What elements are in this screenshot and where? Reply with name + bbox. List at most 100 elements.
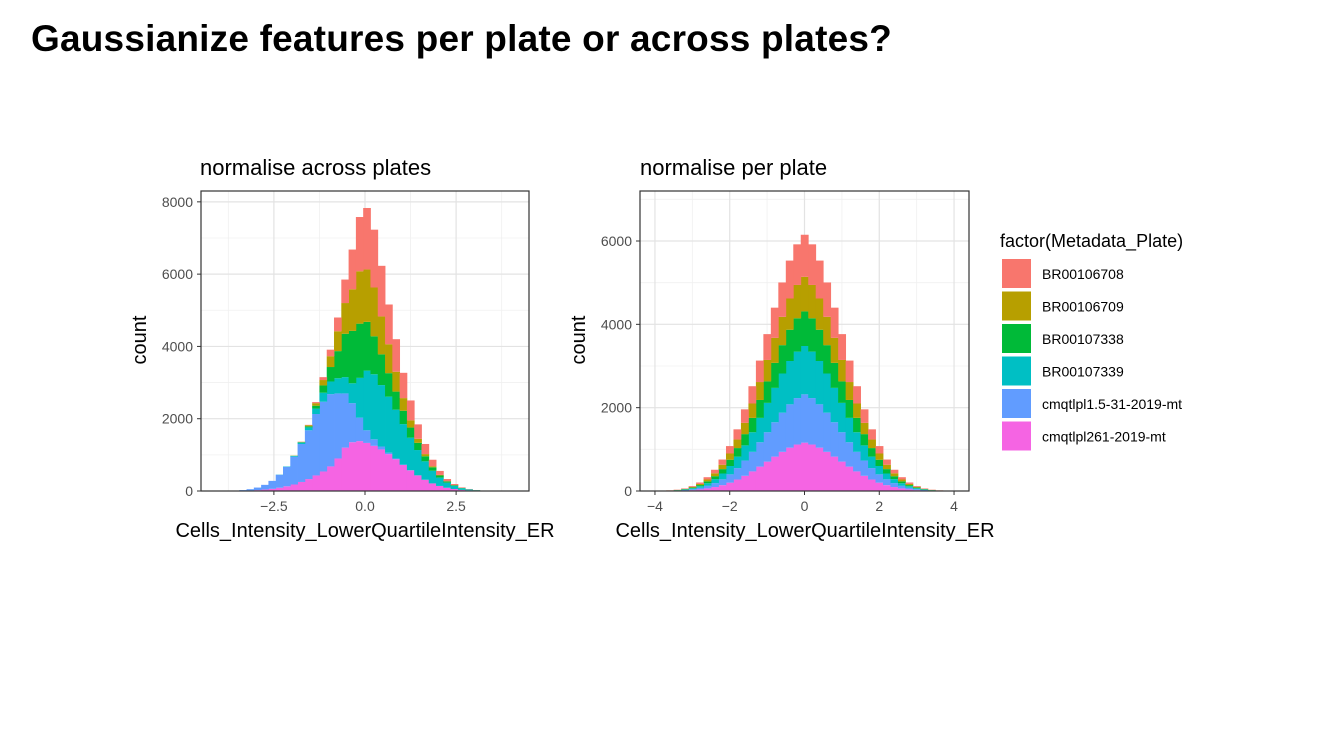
histogram-bar [696,485,704,487]
histogram-bar [815,404,824,448]
y-axis-label-per-plate: count [568,315,590,364]
histogram-bar [815,361,824,405]
histogram-bar [785,329,794,361]
histogram-bar [770,456,779,491]
histogram-bar [815,298,824,330]
histogram-bar [363,430,371,443]
histogram-bar [268,480,277,489]
histogram-bar [912,486,921,487]
histogram-bar [912,486,921,488]
histogram-bar [853,386,861,404]
histogram-bar [875,446,884,454]
histogram-bar [443,487,452,491]
x-tick-label: 0.0 [355,498,375,514]
histogram-bar [304,427,313,431]
histogram-bar [443,481,452,483]
histogram-bar [370,287,379,337]
histogram-bar [392,459,401,491]
histogram-bar [778,282,787,317]
legend-label: BR00106708 [1042,266,1124,282]
histogram-bar [406,400,415,421]
histogram-bar [696,486,704,488]
histogram-bar [890,469,899,474]
histogram-bar [428,467,437,471]
histogram-bar [421,454,430,457]
histogram-bar [890,483,899,488]
histogram-bar [912,489,921,491]
histogram-bar [785,361,794,405]
histogram-bar [275,487,284,491]
histogram-bar [912,487,921,489]
histogram-bar [414,442,422,451]
legend-label: cmqtlpl1.5-31-2019-mt [1042,396,1182,412]
histogram-bar [748,451,757,472]
histogram-bar [457,488,466,490]
histogram-bar [740,409,749,423]
histogram-bar [860,475,869,491]
y-tick-label: 2000 [601,400,632,416]
histogram-bar [897,483,906,486]
histogram-bar [428,483,437,491]
histogram-bar [845,466,854,491]
histogram-bar [392,458,401,460]
x-tick-label: −4 [647,498,663,514]
histogram-bar [326,367,335,382]
histogram-bar [793,318,802,352]
histogram-bar [436,485,444,491]
histogram-bar [406,427,415,438]
histogram-bar [815,329,824,361]
histogram-bar [733,439,742,449]
histogram-bar [778,412,787,452]
histogram-bar [793,244,802,285]
histogram-bar [450,489,459,491]
histogram-bar [377,446,386,450]
histogram-bar [414,424,422,439]
histogram-bar [377,449,386,491]
histogram-bar [312,414,320,476]
histogram-bar [770,307,779,338]
histogram-bar [348,289,357,331]
histogram-bar [261,484,269,490]
histogram-bar [725,474,734,483]
histogram-bar [355,271,364,324]
histogram-bar [319,385,328,393]
histogram-bar [785,260,794,299]
y-axis-label-across: count [129,315,151,364]
histogram-bar [450,485,459,486]
histogram-bar [755,399,764,418]
histogram-bar [905,482,914,484]
histogram-bar [823,345,832,374]
histogram-bar [838,359,847,382]
histogram-bar [793,398,802,445]
histogram-bar [312,403,320,406]
histogram-bar [392,339,401,372]
histogram-bar [326,356,335,368]
histogram-bar [341,393,349,448]
histogram-bar [838,381,847,403]
x-tick-label: 2 [875,498,883,514]
histogram-bar [355,441,364,491]
y-tick-label: 4000 [162,338,193,354]
histogram-bar [392,409,401,459]
histogram-bar [868,468,876,480]
histogram-bar [703,485,712,489]
histogram-bar [414,438,422,443]
y-tick-label: 8000 [162,194,193,210]
histogram-bar [334,458,342,491]
histogram-bar [414,475,422,491]
histogram-bar [370,336,379,375]
histogram-bar [763,432,772,462]
x-tick-label: −2.5 [260,498,288,514]
histogram-bar [793,284,802,319]
histogram-bar [414,450,422,476]
legend-swatch [1002,291,1031,321]
histogram-bar [436,474,444,476]
histogram-bar [883,479,891,486]
histogram-bar [808,244,817,285]
histogram-bar [748,386,757,404]
histogram-bar [912,488,921,490]
histogram-bar [341,447,349,491]
histogram-bar [436,470,444,475]
legend-swatch [1002,324,1031,353]
histogram-bar [883,469,891,474]
